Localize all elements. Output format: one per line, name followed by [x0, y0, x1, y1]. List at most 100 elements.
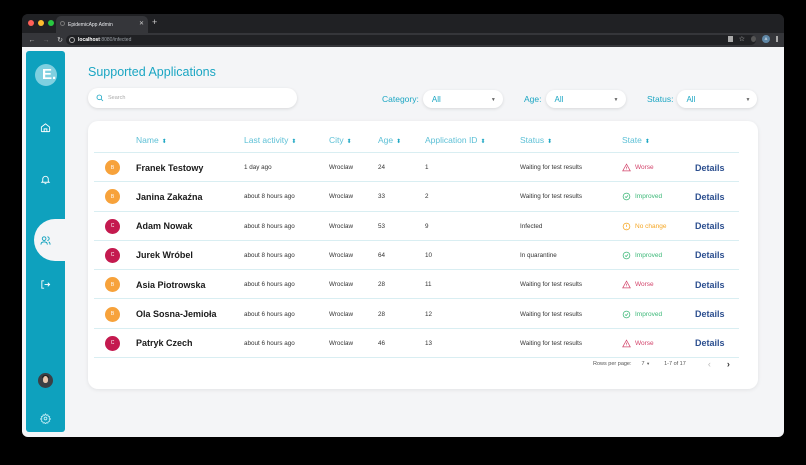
status: Waiting for test results [520, 339, 583, 347]
users-icon[interactable] [38, 233, 52, 247]
column-age[interactable]: Age ⬍ [378, 135, 401, 145]
search-input[interactable]: Search [88, 88, 297, 108]
age-select[interactable]: All ▼ [545, 90, 626, 108]
url-input[interactable]: localhost:8080/infected [66, 35, 756, 45]
url-host: localhost [78, 37, 100, 43]
forward-icon[interactable]: → [42, 36, 50, 44]
menu-icon[interactable] [776, 36, 778, 42]
state-label: Worse [635, 164, 654, 171]
tab-title: EpidemicApp Admin [68, 21, 113, 28]
application-id: 9 [425, 222, 429, 230]
table-row[interactable]: C Jurek Wróbel about 8 hours ago Wroclaw 64 1… [94, 241, 739, 271]
applicant-name: Patryk Czech [136, 338, 193, 349]
star-icon[interactable]: ☆ [738, 36, 745, 43]
table-row[interactable]: B Asia Piotrowska about 6 hours ago Wroclaw… [94, 270, 739, 300]
table-row[interactable]: B Janina Zakaźna about 8 hours ago Wroclaw 3… [94, 182, 739, 212]
logout-icon[interactable] [38, 277, 52, 291]
column-last-activity[interactable]: Last activity ⬍ [244, 135, 296, 145]
state-indicator: No change [622, 212, 666, 241]
applicant-name: Adam Nowak [136, 221, 193, 232]
category-filter: Category: All ▼ [382, 90, 503, 108]
user-avatar[interactable] [38, 373, 53, 388]
warning-icon [622, 280, 631, 289]
category-badge: C [105, 247, 120, 263]
check-circle-icon [622, 251, 631, 260]
details-link[interactable]: Details [695, 279, 725, 290]
maximize-window-button[interactable] [48, 20, 54, 26]
translate-icon[interactable] [727, 36, 733, 42]
reload-icon[interactable]: ↻ [57, 37, 63, 44]
warning-icon [622, 339, 631, 348]
application-id: 12 [425, 310, 433, 318]
table-row[interactable]: C Patryk Czech about 6 hours ago Wroclaw 46 1… [94, 329, 739, 359]
close-window-button[interactable] [28, 20, 34, 26]
city: Wroclaw [329, 222, 354, 230]
next-page-button[interactable]: › [726, 359, 730, 369]
column-name[interactable]: Name ⬍ [136, 135, 167, 145]
column-status[interactable]: Status ⬍ [520, 135, 552, 145]
table-row[interactable]: C Adam Nowak about 8 hours ago Wroclaw 53 9 In… [94, 212, 739, 241]
bell-icon[interactable] [38, 172, 52, 186]
page-title: Supported Applications [88, 65, 216, 79]
application-id: 10 [425, 251, 433, 259]
check-circle-icon [622, 310, 631, 318]
state-indicator: Worse [622, 153, 654, 182]
column-city[interactable]: City ⬍ [329, 135, 352, 145]
city: Wroclaw [329, 310, 354, 318]
minimize-window-button[interactable] [38, 20, 44, 26]
column-state[interactable]: State ⬍ [622, 135, 650, 145]
sort-icon: ⬍ [547, 139, 553, 145]
application-id: 11 [425, 281, 432, 289]
details-link[interactable]: Details [695, 250, 725, 261]
table-row[interactable]: B Franek Testowy 1 day ago Wroclaw 24 1 Waitin… [94, 153, 739, 183]
category-select[interactable]: All ▼ [422, 90, 503, 108]
category-value: All [431, 94, 441, 104]
sort-icon: ⬍ [480, 139, 486, 145]
details-link[interactable]: Details [695, 221, 725, 232]
state-indicator: Improved [622, 241, 662, 270]
category-badge: B [105, 277, 120, 293]
last-activity: about 6 hours ago [244, 339, 295, 347]
sidebar: E. [26, 51, 74, 432]
table-row[interactable]: B Ola Sosna-Jemioła about 6 hours ago Wrocl… [94, 300, 739, 329]
status-label: Status: [647, 94, 674, 104]
browser-tab[interactable]: EpidemicApp Admin ✕ [56, 16, 148, 33]
close-tab-icon[interactable]: ✕ [138, 21, 144, 27]
app-logo: E. [35, 64, 57, 86]
home-icon[interactable] [38, 120, 52, 134]
extension-icon[interactable] [751, 36, 756, 42]
prev-page-button[interactable]: ‹ [707, 359, 711, 369]
category-badge: B [105, 306, 120, 322]
details-link[interactable]: Details [695, 162, 725, 173]
status: Waiting for test results [520, 281, 583, 289]
status-select[interactable]: All ▼ [677, 90, 758, 108]
status: Waiting for test results [520, 164, 583, 171]
info-icon[interactable] [69, 37, 75, 43]
search-placeholder: Search [108, 95, 126, 101]
applicant-name: Jurek Wróbel [136, 250, 193, 261]
details-link[interactable]: Details [695, 309, 725, 319]
details-link[interactable]: Details [695, 338, 725, 349]
last-activity: about 8 hours ago [244, 193, 295, 201]
profile-avatar[interactable]: A [762, 35, 770, 43]
sidebar-item-users-active[interactable] [34, 219, 74, 261]
status: Waiting for test results [520, 310, 583, 318]
applicant-name: Ola Sosna-Jemioła [136, 309, 217, 319]
column-label: Status [520, 135, 545, 145]
column-label: City [329, 135, 344, 145]
category-badge: B [105, 189, 120, 205]
rows-per-page-select[interactable]: 7 ▼ [642, 361, 651, 367]
details-link[interactable]: Details [695, 191, 725, 202]
warning-icon [622, 163, 631, 172]
status: In quarantine [520, 251, 557, 259]
age: 28 [378, 310, 386, 318]
back-icon[interactable]: ← [28, 36, 36, 44]
address-bar: ← → ↻ localhost:8080/infected ☆ A [22, 33, 784, 47]
column-application-id[interactable]: Application ID ⬍ [425, 135, 485, 145]
gear-icon[interactable] [38, 411, 52, 425]
new-tab-button[interactable]: + [152, 17, 158, 27]
check-circle-icon [622, 193, 631, 201]
status-value: All [686, 94, 696, 104]
last-activity: about 8 hours ago [244, 222, 295, 230]
application-id: 1 [425, 164, 429, 171]
